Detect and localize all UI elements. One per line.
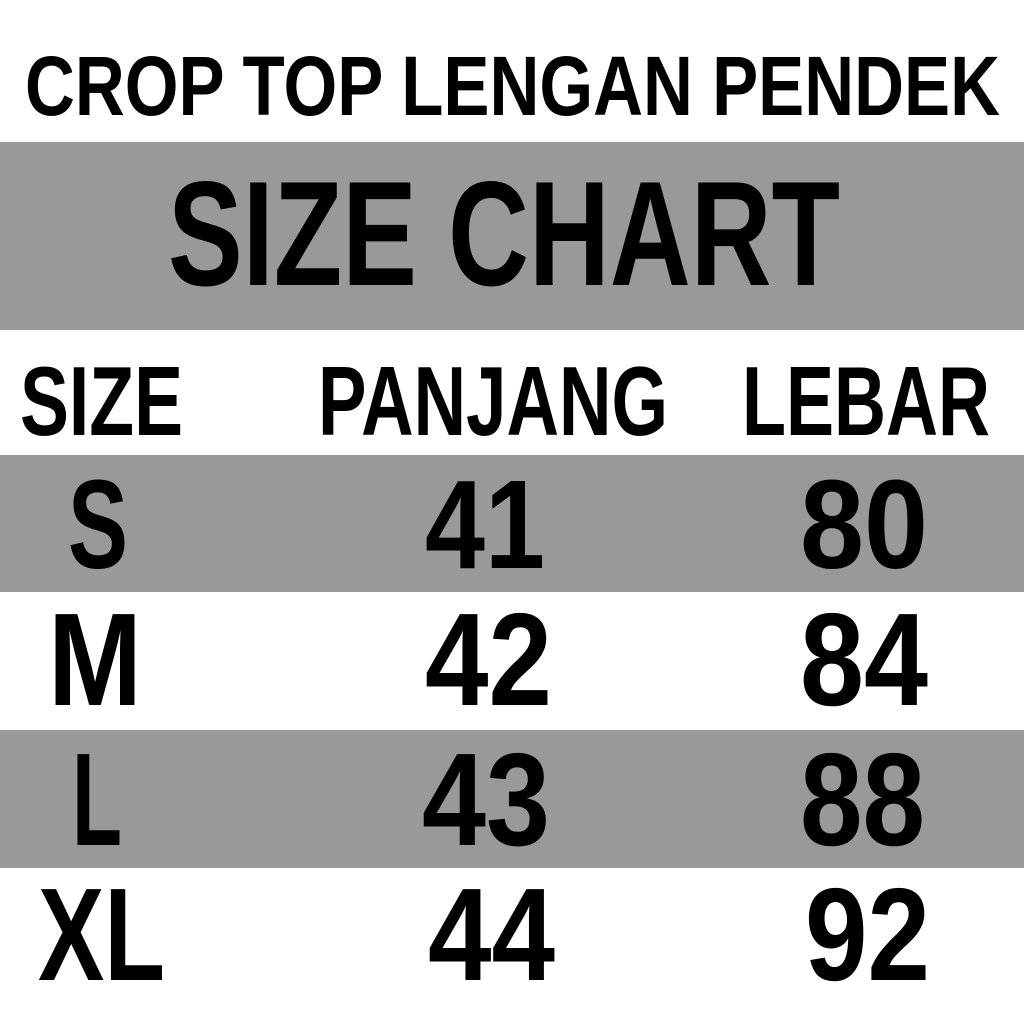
header-panjang: PANJANG	[318, 346, 668, 456]
header-size: SIZE	[20, 346, 183, 456]
cell-panjang: 44	[428, 861, 555, 1008]
subtitle-band	[0, 142, 1024, 330]
row-band-s	[0, 455, 1024, 592]
cell-size: L	[72, 726, 122, 873]
header-lebar: LEBAR	[742, 346, 990, 456]
cell-panjang: 41	[425, 454, 545, 595]
cell-lebar: 84	[800, 586, 928, 733]
cell-panjang: 43	[422, 726, 550, 873]
row-band-l	[0, 730, 1024, 868]
cell-lebar: 80	[800, 454, 928, 595]
table-row: M 42 84	[48, 586, 928, 733]
table-row: XL 44 92	[38, 861, 930, 1008]
cell-size: S	[68, 454, 128, 595]
cell-size: M	[48, 586, 142, 733]
table-row: S 41 80	[68, 454, 928, 595]
cell-lebar: 92	[805, 861, 930, 1008]
cell-panjang: 42	[425, 586, 552, 733]
cell-lebar: 88	[800, 726, 925, 873]
page-title: CROP TOP LENGAN PENDEK	[25, 39, 1000, 133]
table-row: L 43 88	[72, 726, 925, 873]
chart-subtitle: SIZE CHART	[168, 150, 840, 317]
cell-size: XL	[38, 861, 165, 1008]
